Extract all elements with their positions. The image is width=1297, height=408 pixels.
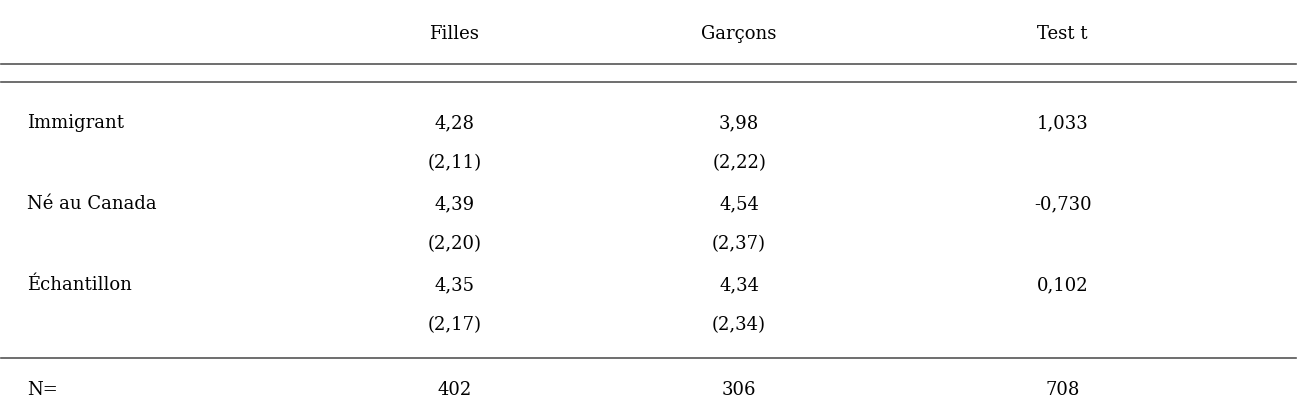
Text: (2,20): (2,20) [428,235,481,253]
Text: Test t: Test t [1038,25,1088,43]
Text: Échantillon: Échantillon [27,276,132,294]
Text: 0,102: 0,102 [1036,276,1088,294]
Text: Né au Canada: Né au Canada [27,195,157,213]
Text: 4,54: 4,54 [719,195,759,213]
Text: 3,98: 3,98 [719,114,759,132]
Text: (2,11): (2,11) [427,155,481,173]
Text: 4,35: 4,35 [434,276,475,294]
Text: Garçons: Garçons [702,25,777,43]
Text: (2,34): (2,34) [712,317,767,335]
Text: 708: 708 [1045,381,1080,399]
Text: (2,17): (2,17) [428,317,481,335]
Text: 306: 306 [722,381,756,399]
Text: Filles: Filles [429,25,480,43]
Text: 4,39: 4,39 [434,195,475,213]
Text: 4,34: 4,34 [719,276,759,294]
Text: N=: N= [27,381,58,399]
Text: 402: 402 [437,381,472,399]
Text: (2,22): (2,22) [712,155,767,173]
Text: (2,37): (2,37) [712,235,767,253]
Text: 1,033: 1,033 [1036,114,1088,132]
Text: Immigrant: Immigrant [27,114,125,132]
Text: -0,730: -0,730 [1034,195,1092,213]
Text: 4,28: 4,28 [434,114,475,132]
